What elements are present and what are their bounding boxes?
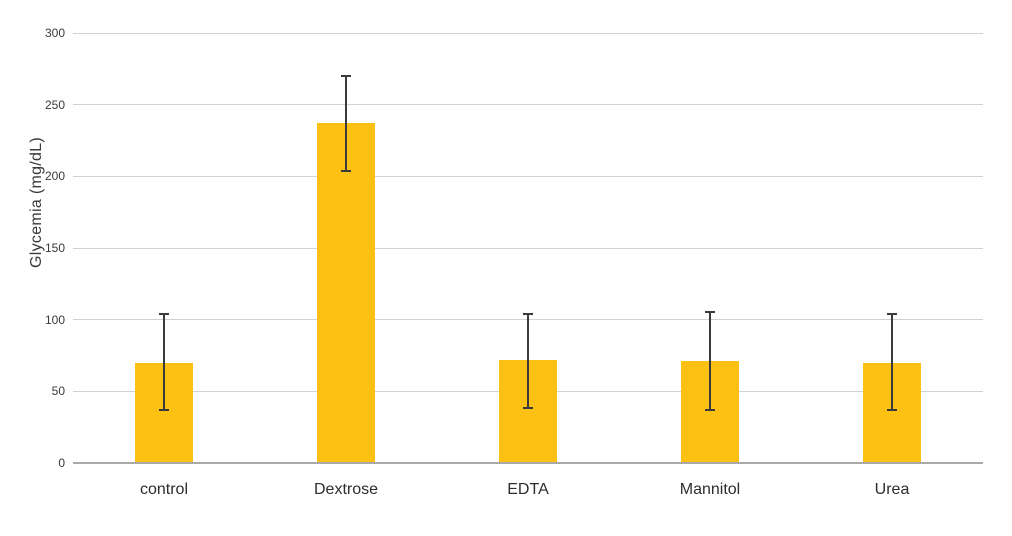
x-tick-label-control: control	[139, 481, 189, 498]
error-bar-cap-top	[341, 74, 351, 77]
error-bar	[709, 311, 711, 412]
error-bar-cap-bottom	[341, 170, 351, 173]
y-tick-label: 250	[44, 97, 65, 112]
gridline	[73, 175, 983, 177]
y-tick-label: 150	[44, 241, 65, 255]
error-bar	[345, 74, 347, 173]
y-tick-label: 50	[51, 384, 65, 399]
x-tick-label-edta: EDTA	[507, 481, 549, 498]
error-bar-cap-top	[159, 312, 169, 315]
error-bar-cap-top	[523, 312, 533, 315]
error-bar-cap-bottom	[159, 409, 169, 412]
bar-dextrose	[317, 123, 375, 462]
gridline	[73, 104, 983, 106]
error-bar-cap-bottom	[887, 409, 897, 412]
x-tick-label-dextrose: Dextrose	[313, 481, 379, 498]
x-tick-label-mannitol: Mannitol	[679, 481, 741, 498]
y-tick-label: 200	[44, 169, 65, 184]
error-bar	[527, 312, 529, 409]
x-axis-line	[73, 462, 983, 464]
error-bar-cap-top	[705, 311, 715, 314]
y-tick-label: 100	[44, 312, 65, 327]
error-bar-cap-bottom	[523, 406, 533, 409]
y-tick-label: 300	[44, 26, 65, 40]
gridline	[73, 247, 983, 249]
error-bar-cap-top	[887, 312, 897, 315]
y-tick-label: 0	[58, 456, 65, 470]
error-bar	[163, 312, 165, 412]
error-bar-cap-bottom	[705, 409, 715, 412]
x-tick-label-urea: Urea	[874, 481, 910, 498]
gridline	[73, 32, 983, 34]
error-bar	[891, 312, 893, 412]
